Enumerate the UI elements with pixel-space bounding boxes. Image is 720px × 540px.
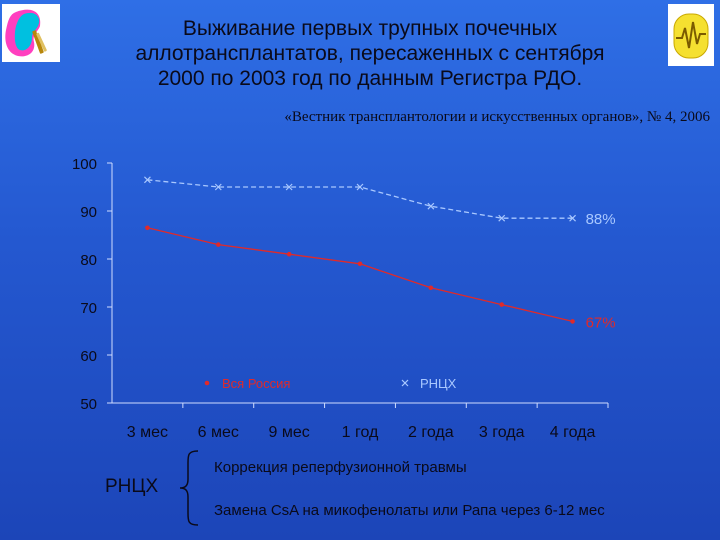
y-tick-label: 90: [80, 204, 97, 221]
curly-brace-icon: [179, 450, 199, 526]
legend-marker: [204, 380, 210, 386]
data-point: [499, 302, 505, 307]
x-tick-label: 3 мес: [127, 424, 168, 441]
y-tick-label: 50: [80, 396, 97, 413]
data-point: [214, 183, 222, 191]
legend-label: РНЦХ: [420, 376, 457, 391]
legend-marker: [401, 379, 409, 387]
data-point: [427, 202, 435, 210]
data-point: [145, 225, 150, 231]
data-point: [144, 176, 151, 184]
x-tick-label: 4 года: [550, 424, 596, 441]
y-tick-label: 70: [80, 300, 97, 317]
data-point: [356, 183, 364, 191]
y-tick-label: 80: [80, 252, 97, 269]
series-line-1: [147, 179, 573, 219]
data-point: [569, 214, 576, 222]
data-point: [285, 183, 293, 191]
data-point: [428, 285, 434, 291]
society-logo-icon: [668, 4, 714, 66]
end-value-label: 88%: [586, 211, 616, 228]
data-point: [570, 319, 575, 324]
end-value-label: 67%: [586, 314, 616, 331]
y-tick-label: 100: [72, 156, 97, 173]
kidney-logo-icon: [2, 4, 60, 62]
data-point: [498, 214, 506, 222]
source-citation: «Вестник трансплантологии и искусственны…: [284, 109, 710, 125]
x-tick-label: 6 мес: [198, 424, 239, 441]
data-point: [357, 261, 363, 267]
footer-note-2: Замена CsA на микофенолаты или Рапа чере…: [214, 502, 605, 519]
data-point: [286, 251, 292, 257]
series-line-0: [147, 227, 573, 323]
footer-label: РНЦХ: [105, 476, 159, 497]
data-point: [215, 242, 221, 247]
title-line-1: Выживание первых трупных почечных: [182, 17, 558, 40]
x-tick-label: 9 мес: [269, 424, 310, 441]
footer-note-1: Коррекция реперфузионной травмы: [214, 459, 467, 476]
x-tick-label: 3 года: [479, 424, 525, 441]
title-line-3: 2000 по 2003 год по данным Регистра РДО.: [157, 67, 583, 90]
x-tick-label: 2 года: [408, 424, 454, 441]
x-tick-label: 1 год: [342, 424, 379, 441]
legend-label: Вся Россия: [222, 376, 290, 391]
title-line-2: аллотрансплантатов, пересаженных с сентя…: [135, 42, 605, 65]
y-tick-label: 60: [80, 348, 97, 365]
chart-title: Выживание первых трупных почечных аллотр…: [70, 16, 670, 91]
